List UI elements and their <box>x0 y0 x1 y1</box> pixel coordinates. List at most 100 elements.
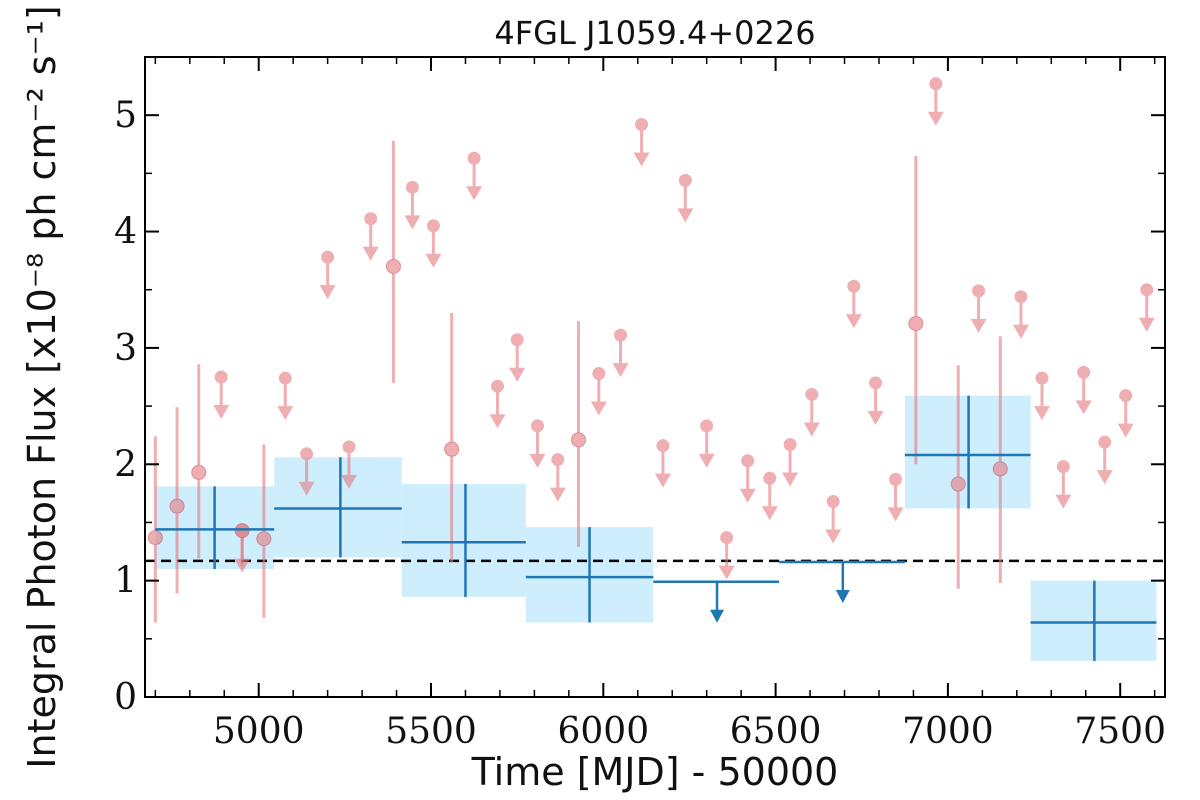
fine-upper-limit <box>825 495 842 544</box>
upper-limit-arrowhead <box>633 152 650 167</box>
fine-bin-series <box>147 77 1155 623</box>
upper-limit-marker <box>889 472 903 486</box>
upper-limit-marker <box>467 151 481 165</box>
detection-marker <box>169 498 185 514</box>
coarse-detection <box>904 395 1031 509</box>
fine-detection <box>950 365 966 589</box>
upper-limit-arrowhead <box>590 401 607 416</box>
upper-limit-marker <box>1098 435 1112 449</box>
y-tick-label: 4 <box>114 212 137 253</box>
upper-limit-arrowhead <box>835 590 850 604</box>
x-tick-label: 7000 <box>902 711 994 752</box>
fine-upper-limit <box>677 173 694 223</box>
upper-limit-arrowhead <box>867 410 884 425</box>
upper-limit-marker <box>530 419 544 433</box>
upper-limit-marker <box>1119 389 1133 403</box>
upper-limit-marker <box>805 387 819 401</box>
upper-limit-arrowhead <box>782 472 799 487</box>
upper-limit-arrowhead <box>298 481 315 496</box>
x-tick-label: 6000 <box>557 711 649 752</box>
fine-upper-limit <box>633 117 650 167</box>
fine-upper-limit <box>1138 283 1155 332</box>
upper-limit-arrowhead <box>509 367 526 382</box>
axis-ticks: 5000 5500 6000 6500 7000 7500 0 1 2 3 4 5 <box>114 57 1166 752</box>
upper-limit-marker <box>342 440 356 454</box>
upper-limit-arrowhead <box>1117 423 1134 438</box>
x-tick-label: 5000 <box>213 711 305 752</box>
axes-frame <box>144 56 1166 698</box>
upper-limit-marker <box>869 376 883 390</box>
upper-limit-arrowhead <box>718 565 735 580</box>
upper-limit-arrowhead <box>825 529 842 544</box>
upper-limit-marker <box>1077 365 1091 379</box>
fine-upper-limit <box>489 379 506 429</box>
upper-limit-marker <box>426 219 440 233</box>
plot-frame <box>144 56 1166 698</box>
upper-limit-marker <box>1014 290 1028 304</box>
upper-limit-marker <box>491 379 505 393</box>
upper-limit-marker <box>214 370 228 384</box>
fine-upper-limit <box>1012 290 1029 339</box>
upper-limit-marker <box>929 77 943 91</box>
upper-limit-arrowhead <box>404 215 421 230</box>
fine-upper-limit <box>1117 389 1134 438</box>
fine-upper-limit <box>612 328 629 378</box>
fine-detection <box>191 364 207 559</box>
detection-marker <box>992 461 1008 477</box>
fine-upper-limit <box>341 440 357 489</box>
upper-limit-arrowhead <box>761 506 778 521</box>
fine-upper-limit <box>803 387 820 437</box>
y-tick-label: 3 <box>114 328 137 369</box>
upper-limit-arrowhead <box>549 487 566 502</box>
upper-limit-marker <box>364 212 378 226</box>
detection-marker <box>256 531 272 547</box>
coarse-upper-limit <box>779 560 905 604</box>
upper-limit-arrowhead <box>1033 406 1050 421</box>
upper-limit-arrowhead <box>677 208 694 223</box>
fine-upper-limit <box>549 453 566 502</box>
fine-upper-limit <box>509 333 526 382</box>
upper-limit-marker <box>300 447 314 461</box>
fine-upper-limit <box>529 419 546 468</box>
x-tick-label: 6500 <box>730 711 822 752</box>
chart-title: 4FGL J1059.4+0226 <box>494 14 815 52</box>
coarse-upper-limit <box>653 580 780 623</box>
fine-upper-limit <box>277 371 294 421</box>
fine-detection <box>256 444 272 618</box>
upper-limit-marker <box>847 279 861 293</box>
upper-limit-marker <box>783 437 797 451</box>
coarse-detection <box>1030 580 1157 661</box>
upper-limit-arrowhead <box>845 314 862 329</box>
fine-upper-limit <box>845 279 862 329</box>
fine-upper-limit <box>718 531 735 580</box>
upper-limit-arrowhead <box>362 246 379 261</box>
upper-limit-arrowhead <box>319 285 336 300</box>
fine-upper-limit <box>654 439 671 488</box>
y-tick-label: 2 <box>114 444 137 485</box>
fine-detection <box>385 140 401 383</box>
upper-limit-marker <box>720 531 734 545</box>
detection-marker <box>444 441 460 457</box>
upper-limit-marker <box>741 454 755 468</box>
upper-limit-arrowhead <box>698 453 715 468</box>
y-axis-label: Integral Photon Flux [x10⁻⁸ ph cm⁻² s⁻¹] <box>20 5 64 768</box>
upper-limit-arrowhead <box>529 453 546 468</box>
upper-limit-arrowhead <box>710 609 725 623</box>
detection-marker <box>571 432 586 448</box>
coarse-detection <box>274 457 402 558</box>
upper-limit-arrowhead <box>612 363 629 378</box>
upper-limit-arrowhead <box>739 488 756 503</box>
upper-limit-arrowhead <box>489 414 506 429</box>
upper-limit-arrowhead <box>213 405 230 419</box>
detection-marker <box>950 476 966 492</box>
upper-limit-marker <box>656 439 670 453</box>
detection-marker <box>147 530 163 546</box>
upper-limit-marker <box>614 328 628 342</box>
x-tick-label: 7500 <box>1074 711 1166 752</box>
upper-limit-arrowhead <box>1096 470 1113 485</box>
upper-limit-marker <box>972 284 986 298</box>
detection-marker <box>385 258 401 274</box>
y-tick-label: 0 <box>114 677 137 718</box>
upper-limit-marker <box>1140 283 1154 297</box>
fine-upper-limit <box>761 471 778 521</box>
